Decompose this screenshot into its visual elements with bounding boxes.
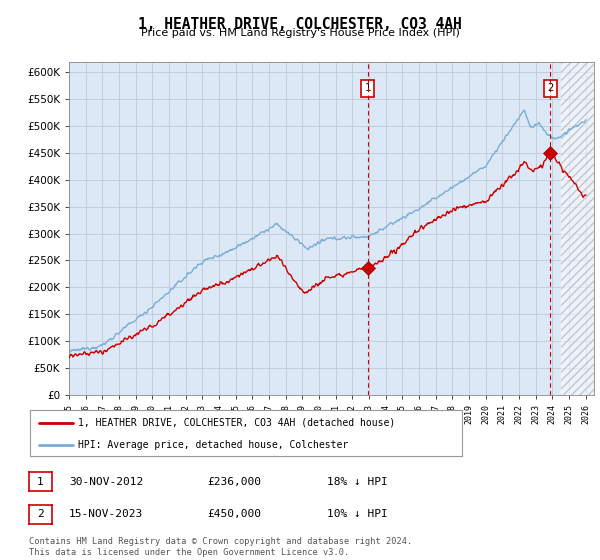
Bar (560, 62, 600, 395)
Text: 1, HEATHER DRIVE, COLCHESTER, CO3 4AH: 1, HEATHER DRIVE, COLCHESTER, CO3 4AH (138, 17, 462, 32)
Text: 2: 2 (37, 509, 44, 519)
Text: 15-NOV-2023: 15-NOV-2023 (69, 509, 143, 519)
Text: 18% ↓ HPI: 18% ↓ HPI (327, 477, 388, 487)
Text: HPI: Average price, detached house, Colchester: HPI: Average price, detached house, Colc… (77, 440, 348, 450)
Text: 1: 1 (37, 477, 44, 487)
Text: Price paid vs. HM Land Registry's House Price Index (HPI): Price paid vs. HM Land Registry's House … (140, 28, 460, 38)
Text: 1, HEATHER DRIVE, COLCHESTER, CO3 4AH (detached house): 1, HEATHER DRIVE, COLCHESTER, CO3 4AH (d… (77, 418, 395, 428)
Text: 1: 1 (365, 83, 371, 94)
Bar (560, 62, 600, 395)
Text: £450,000: £450,000 (207, 509, 261, 519)
Text: £236,000: £236,000 (207, 477, 261, 487)
Text: 30-NOV-2012: 30-NOV-2012 (69, 477, 143, 487)
Text: 2: 2 (547, 83, 553, 94)
Text: Contains HM Land Registry data © Crown copyright and database right 2024.
This d: Contains HM Land Registry data © Crown c… (29, 537, 412, 557)
Text: 10% ↓ HPI: 10% ↓ HPI (327, 509, 388, 519)
